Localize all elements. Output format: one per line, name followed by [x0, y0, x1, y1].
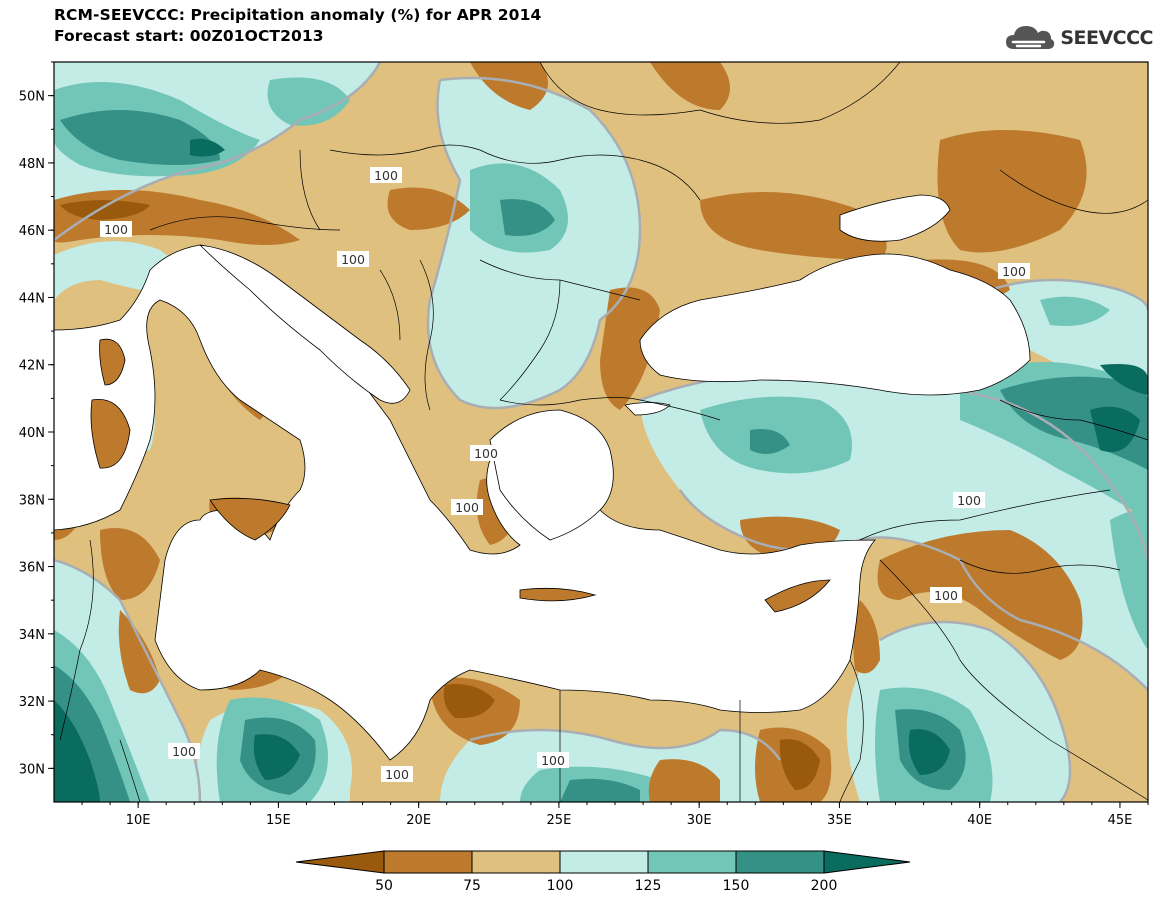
logo-text: SEEVCCC — [1060, 27, 1153, 49]
seevccc-logo: SEEVCCC — [1004, 22, 1153, 54]
colorbar-label: 125 — [635, 878, 662, 894]
contour-label: 100 — [541, 753, 565, 768]
lon-tick-label: 25E — [547, 813, 572, 828]
colorbar-label: 150 — [723, 878, 750, 894]
forecast-start-label: Forecast start: 00Z01OCT2013 — [54, 27, 324, 45]
lat-tick-label: 42N — [19, 359, 45, 374]
contour-label: 100 — [341, 252, 365, 267]
colorbar-label: 50 — [375, 878, 393, 894]
band-gt-200 — [54, 138, 1148, 802]
lon-tick-label: 30E — [687, 813, 712, 828]
lat-tick-label: 34N — [19, 628, 45, 643]
contour-label: 100 — [934, 588, 958, 603]
contour-label: 100 — [957, 493, 981, 508]
colorbar-segment-100-125 — [559, 850, 649, 874]
colorbar-labels: 50 75 100 125 150 200 — [375, 878, 837, 894]
colorbar — [295, 850, 911, 874]
lat-tick-label: 40N — [19, 426, 45, 441]
contour-label: 100 — [474, 446, 498, 461]
map-title: RCM-SEEVCCC: Precipitation anomaly (%) f… — [54, 6, 542, 24]
contour-label: 100 — [385, 767, 409, 782]
band-lt-50 — [60, 200, 820, 790]
colorbar-segment-50-75 — [383, 850, 473, 874]
lat-tick-label: 44N — [19, 291, 45, 306]
lon-tick-label: 10E — [126, 813, 151, 828]
contour-label: 100 — [104, 222, 128, 237]
cloud-icon — [1006, 26, 1055, 49]
lon-tick-label: 40E — [967, 813, 992, 828]
contour-labels: 100 100 100 100 100 100 100 100 100 100 … — [100, 167, 1030, 782]
lat-tick-label: 48N — [19, 157, 45, 172]
contour-label: 100 — [374, 168, 398, 183]
colorbar-segment-lt50 — [295, 850, 385, 874]
colorbar-label: 75 — [463, 878, 481, 894]
country-borders — [59, 62, 1148, 802]
colorbar-segment-150-200 — [735, 850, 825, 874]
colorbar-label: 200 — [811, 878, 838, 894]
lon-tick-label: 45E — [1108, 813, 1133, 828]
anomaly-field: 100 100 100 100 100 100 100 100 100 100 … — [54, 62, 1148, 802]
lat-tick-label: 38N — [19, 493, 45, 508]
colorbar-segment-75-100 — [471, 850, 561, 874]
longitude-axis: 10E 15E 20E 25E 30E 35E 40E 45E — [81, 802, 1149, 828]
sea-mask — [54, 194, 1031, 761]
lon-tick-label: 20E — [406, 813, 431, 828]
lat-tick-label: 46N — [19, 224, 45, 239]
contour-label: 100 — [1002, 264, 1026, 279]
islands — [90, 338, 831, 613]
lat-tick-label: 30N — [19, 762, 45, 777]
contour-label: 100 — [455, 500, 479, 515]
lat-tick-label: 36N — [19, 561, 45, 576]
lon-tick-label: 35E — [827, 813, 852, 828]
colorbar-label: 100 — [547, 878, 574, 894]
colorbar-segment-gt200 — [823, 850, 911, 874]
contour-label: 100 — [172, 744, 196, 759]
lat-tick-label: 50N — [19, 90, 45, 105]
latitude-axis: 50N 48N 46N 44N 42N 40N 38N 36N 34N 32N 30N — [19, 61, 54, 777]
lat-tick-label: 32N — [19, 695, 45, 710]
lon-tick-label: 15E — [266, 813, 291, 828]
colorbar-segment-125-150 — [647, 850, 737, 874]
